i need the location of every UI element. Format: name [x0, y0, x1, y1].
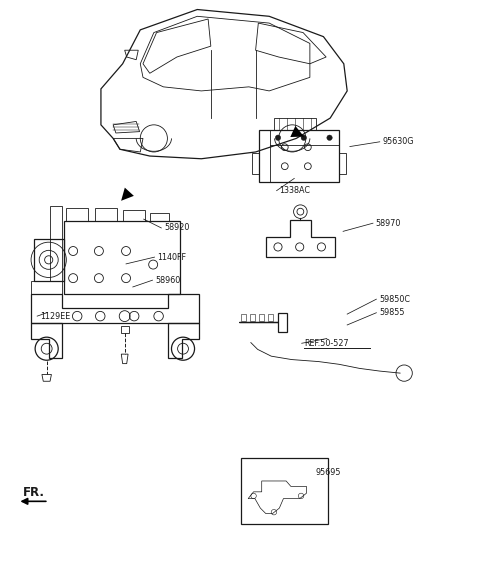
Text: 1129EE: 1129EE	[40, 312, 70, 321]
Bar	[64, 221, 180, 294]
Bar	[259, 314, 264, 321]
Bar	[274, 118, 316, 129]
Bar	[123, 210, 145, 221]
Bar	[259, 129, 339, 183]
Text: 59850C: 59850C	[379, 295, 410, 303]
Text: 95695: 95695	[316, 468, 341, 477]
Text: FR.: FR.	[23, 486, 45, 499]
Circle shape	[275, 135, 281, 140]
Text: 58920: 58920	[164, 224, 190, 232]
Bar	[241, 314, 246, 321]
Circle shape	[327, 135, 332, 140]
Circle shape	[301, 135, 306, 140]
Bar	[241, 458, 328, 524]
Text: 58970: 58970	[376, 218, 401, 228]
Bar	[95, 208, 117, 221]
Text: 95630G: 95630G	[383, 138, 414, 146]
Text: 1338AC: 1338AC	[279, 186, 311, 195]
Bar	[252, 153, 259, 175]
Bar	[339, 153, 346, 175]
Text: 1140FF: 1140FF	[157, 253, 186, 262]
Bar	[250, 314, 255, 321]
Bar	[150, 213, 169, 221]
Bar	[66, 208, 88, 221]
Text: 58960: 58960	[155, 276, 180, 285]
Bar	[268, 314, 273, 321]
Bar	[34, 239, 64, 281]
Text: REF.50-527: REF.50-527	[304, 339, 349, 348]
Text: 59855: 59855	[379, 308, 405, 317]
